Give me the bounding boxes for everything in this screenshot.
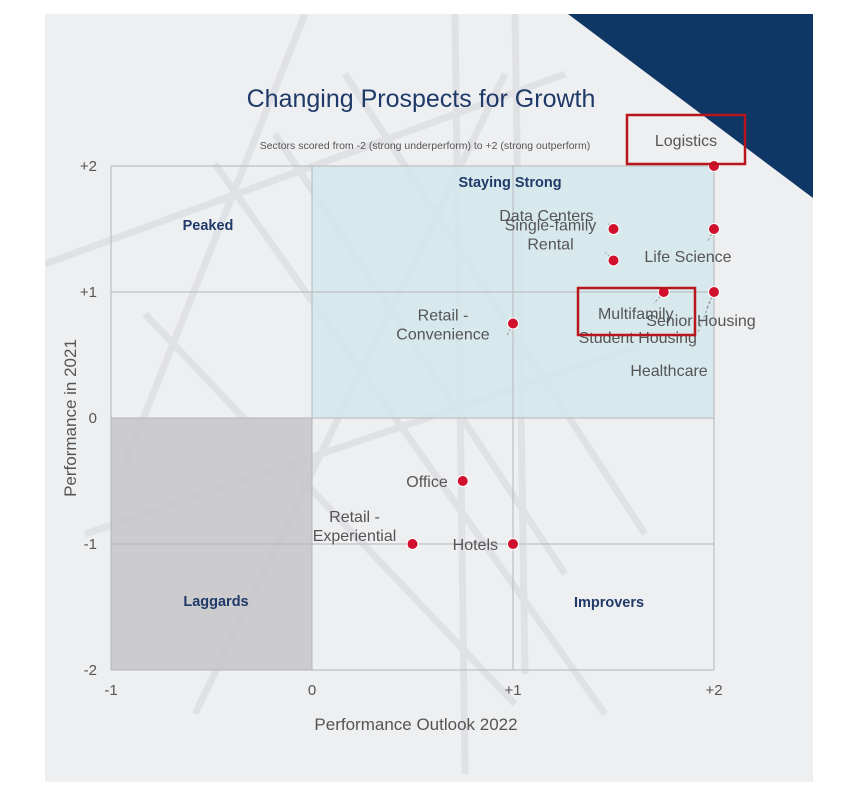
leader-line [697, 291, 715, 333]
highlight-box-multifamily [576, 286, 697, 337]
point-label: Office [406, 474, 448, 491]
leader-line [705, 291, 715, 311]
data-point [406, 538, 419, 550]
y-axis-label: Performance in 2021 [61, 339, 80, 497]
quadrant-label-laggards: Laggards [183, 594, 248, 610]
corner-accent [568, 14, 813, 198]
point-label: Logistics [655, 133, 717, 150]
chart-title: Changing Prospects for Growth [247, 85, 596, 113]
point-label: Senior Housing [646, 313, 755, 330]
x-tick-label: 0 [308, 682, 316, 699]
data-point [456, 475, 469, 487]
grid-lines [110, 165, 715, 671]
point-label: Retail -Experiential [313, 509, 397, 545]
quadrant-label-improvers: Improvers [574, 595, 644, 611]
quadrant-label-staying-strong: Staying Strong [458, 175, 561, 191]
x-axis-label: Performance Outlook 2022 [314, 715, 517, 734]
data-point [607, 254, 620, 267]
axis-ticks: -1 0 +1 +2 +2 +1 0 -1 -2 [80, 158, 723, 699]
x-tick-label: +1 [504, 682, 521, 699]
point-labels: Logistics Life Science Data CentersSingle-… [313, 133, 756, 554]
point-label: Multifamily [598, 306, 674, 323]
y-tick-label: +1 [80, 284, 97, 301]
data-point [708, 160, 720, 172]
highlight-box-logistics [625, 113, 747, 166]
quadrant-label-peaked: Peaked [183, 218, 234, 234]
point-label: Data Centers [499, 208, 593, 225]
y-tick-label: -1 [84, 536, 97, 553]
point-label: Retail -Convenience [396, 308, 490, 344]
data-point [708, 286, 720, 298]
chart-subtitle: Sectors scored from -2 (strong underperf… [260, 140, 591, 152]
data-point [507, 538, 519, 550]
scatter-chart: Changing Prospects for Growth Sectors sc… [45, 14, 813, 775]
y-tick-label: -2 [84, 662, 97, 679]
y-tick-label: +2 [80, 158, 97, 175]
chart-panel: Changing Prospects for Growth Sectors sc… [45, 14, 813, 782]
point-label: Single-family Rental [505, 218, 597, 254]
y-tick-label: 0 [89, 410, 97, 427]
point-label: Student Housing [579, 330, 697, 347]
data-point [507, 317, 519, 330]
data-point [708, 223, 720, 235]
point-label: Healthcare [630, 363, 707, 380]
x-tick-label: +2 [705, 682, 722, 699]
x-tick-label: -1 [104, 682, 117, 699]
point-label: Life Science [644, 249, 731, 266]
data-point [607, 223, 620, 235]
point-label: Hotels [453, 537, 498, 554]
